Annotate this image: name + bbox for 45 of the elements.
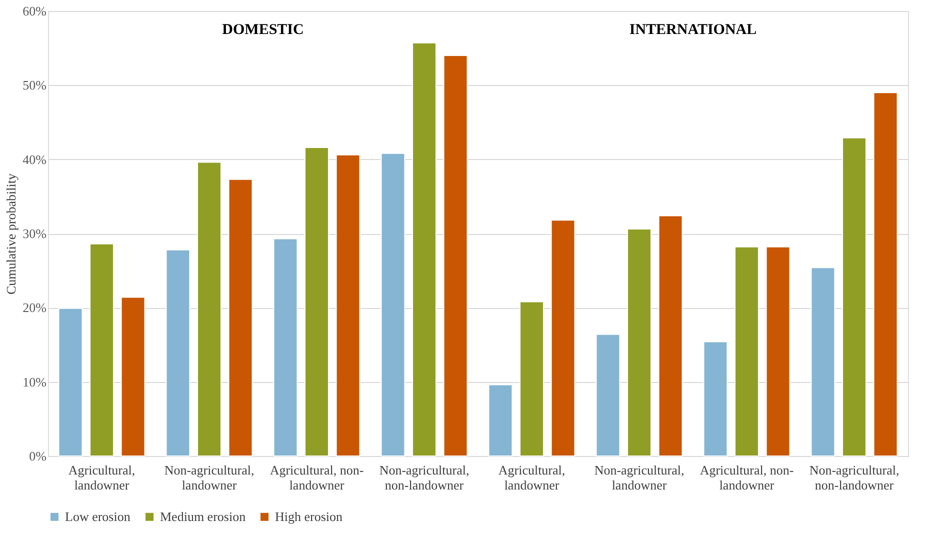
- x-tick-label: Non-agricultural, non-landowner: [809, 462, 900, 492]
- bar: [90, 243, 114, 456]
- bar: [380, 152, 406, 456]
- x-tick-label: Agricultural, landowner: [498, 462, 566, 492]
- y-tick-label: 30%: [22, 226, 47, 241]
- x-tick-label: Agricultural, non-landowner: [700, 462, 794, 492]
- bar: [520, 301, 544, 456]
- bar: [627, 228, 652, 456]
- y-tick-label: 0%: [29, 448, 47, 464]
- bar: [810, 267, 836, 456]
- bar: [873, 92, 898, 456]
- bar: [304, 146, 329, 456]
- bar: [734, 246, 759, 456]
- y-axis-title: Cumulative probability: [4, 173, 19, 294]
- y-tick-label: 60%: [22, 4, 47, 18]
- bar: [766, 246, 790, 456]
- y-tick-label: 50%: [22, 78, 47, 93]
- bar: [166, 249, 190, 456]
- bar: [120, 296, 146, 456]
- x-tick-label: Agricultural, non-landowner: [270, 462, 364, 492]
- annotation: DOMESTIC: [222, 22, 304, 38]
- x-tick-label: Non-agricultural, landowner: [594, 462, 684, 492]
- bar: [703, 341, 728, 456]
- bar: [443, 55, 468, 456]
- legend-label: Medium erosion: [160, 508, 246, 524]
- bar: [197, 162, 222, 456]
- bar: [550, 220, 576, 456]
- bar: [336, 154, 360, 456]
- bar: [273, 238, 298, 456]
- bar: [596, 334, 620, 456]
- x-tick-label: Non-agricultural, landowner: [164, 462, 254, 492]
- y-tick-label: 40%: [22, 152, 47, 167]
- bar: [58, 308, 83, 456]
- y-tick-label: 20%: [22, 300, 47, 316]
- bar: [488, 384, 513, 456]
- bar: [228, 178, 253, 456]
- legend-label: Low erosion: [65, 508, 131, 524]
- bar: [658, 215, 683, 456]
- x-tick-label: Agricultural, landowner: [68, 462, 136, 492]
- y-tick-label: 10%: [22, 374, 47, 390]
- bar: [842, 137, 866, 456]
- legend-label: High erosion: [275, 508, 344, 524]
- bar: [412, 42, 436, 456]
- x-tick-label: Non-agricultural, non-landowner: [379, 462, 470, 492]
- annotation: INTERNATIONAL: [629, 22, 757, 38]
